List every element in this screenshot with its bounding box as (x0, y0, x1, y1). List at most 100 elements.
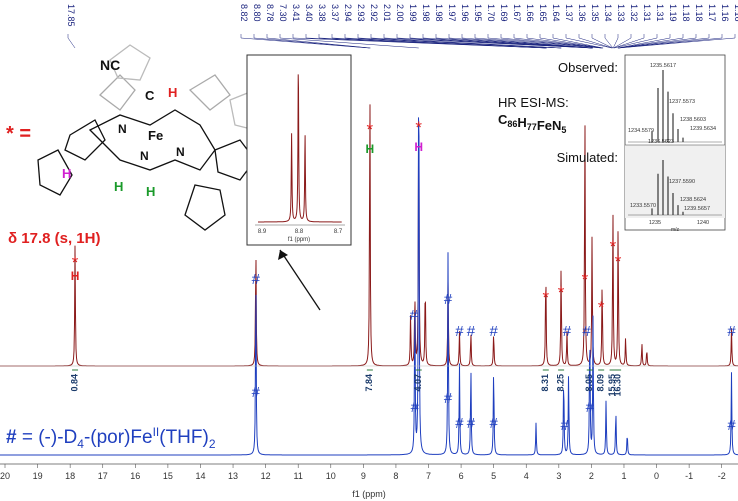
hash-legend-sup: II (153, 425, 160, 439)
zoom-inset-ticks: 8.9 8.8 8.7 (258, 229, 343, 235)
star-marker: * (415, 118, 422, 137)
hash-legend-symbol: # (6, 427, 17, 448)
x-tick-label: 2 (589, 471, 594, 481)
peak-leader-line (618, 34, 736, 49)
hash-marker: # (586, 399, 595, 416)
x-tick-label: 18 (65, 471, 75, 481)
peak-leader-line (618, 34, 723, 49)
peak-list-label: 3.40 (304, 4, 314, 22)
peak-list-label: 3.37 (330, 4, 340, 22)
peak-list-label: 1.70 (486, 4, 496, 22)
ms-simulated-bars (628, 160, 722, 216)
h-label-green-1: H (114, 179, 123, 194)
x-tick-label: 20 (0, 471, 10, 481)
n-label-1: N (118, 122, 127, 136)
x-tick-label: 8 (393, 471, 398, 481)
star-marker: * (367, 120, 374, 139)
zoom-arrow-head (278, 250, 288, 260)
ms-ticks: 1235 1240 (649, 220, 709, 226)
x-tick-label: 16 (130, 471, 140, 481)
x-tick-label: 13 (228, 471, 238, 481)
hash-marker: # (411, 399, 420, 416)
star-marker: * (582, 270, 589, 289)
integral-value: 16.30 (612, 374, 622, 397)
integral-value: 8.09 (596, 374, 606, 392)
peak-list-label: 1.99 (408, 4, 418, 22)
ms-simulated-peak-label: 1233.5570 (630, 203, 656, 209)
hash-marker: # (444, 390, 453, 407)
zoom-inset (246, 54, 352, 246)
hash-marker: # (455, 415, 464, 432)
ms-xlabel: m/z (671, 227, 680, 233)
x-axis-label: f1 (ppm) (352, 489, 386, 499)
peak-list-label: 8.82 (239, 4, 249, 22)
integral-value: 8.05 (584, 374, 594, 392)
formula-element: H (517, 115, 526, 130)
fe-label: Fe (148, 128, 163, 143)
ms-observed-peak-label: 1235.5617 (650, 63, 676, 69)
peak-h-label-red: H (71, 269, 80, 283)
x-tick-label: 10 (326, 471, 336, 481)
ms-tick-label: 1240 (697, 220, 709, 226)
x-tick-label: 6 (459, 471, 464, 481)
x-tick-label: -2 (718, 471, 726, 481)
peak-leader-line (461, 34, 593, 49)
peak-leader-line (578, 34, 613, 49)
peak-list-label: 1.16 (720, 4, 730, 22)
peak-leader-line (591, 34, 613, 49)
peak-leader-line (474, 34, 594, 49)
ms-formula: C86H77FeN5 (498, 112, 566, 135)
peak-leader-line (613, 34, 619, 49)
peak-leader-line (331, 34, 547, 49)
peak-list-label: 1.69 (499, 4, 509, 22)
peak-leader-line (526, 34, 603, 49)
peak-list-label: 1.31 (655, 4, 665, 22)
peak-list-label: 1.65 (538, 4, 548, 22)
star-marker: * (558, 283, 565, 302)
formula-element: N (552, 118, 561, 133)
peak-leader-line (500, 34, 602, 49)
formula-element: C (498, 112, 508, 127)
peak-list-label: 1.32 (629, 4, 639, 22)
hash-legend-sub2: 2 (209, 437, 216, 451)
zoom-arrow (279, 249, 321, 311)
ms-inset (624, 54, 726, 231)
peak-list-label: 1.33 (616, 4, 626, 22)
x-axis-ticks: 20 19 18 17 16 15 14 13 12 11 10 9 8 7 6 5 4 3 2 1 0 -1 -2 (0, 464, 726, 481)
ms-observed-peak-label: 1237.5573 (669, 99, 695, 105)
peak-list-label: 1.16 (733, 4, 738, 22)
star-legend-delta: δ 17.8 (s, 1H) (8, 230, 100, 247)
h-label-red: H (168, 85, 177, 100)
nc-label: NC (100, 57, 120, 73)
star-marker: * (610, 237, 617, 256)
peak-list-label: 1.67 (512, 4, 522, 22)
integral-value: 0.84 (69, 374, 79, 392)
peak-list-label: 2.92 (369, 4, 379, 22)
peak-leader-line (552, 34, 604, 49)
peak-leader-line (604, 34, 614, 49)
peak-leader-line (618, 34, 684, 49)
hash-legend-text: = (-)-D (17, 427, 78, 448)
x-tick-label: 11 (294, 471, 303, 481)
hash-marker: # (444, 291, 453, 308)
x-tick-label: 4 (524, 471, 529, 481)
x-tick-label: 7 (426, 471, 431, 481)
peak-leader-line (370, 34, 562, 49)
peak-list-label: 1.19 (668, 4, 678, 22)
ms-simulated-peak-label: 1237.5590 (669, 179, 695, 185)
peak-leader-line (613, 34, 632, 49)
zoom-tick-label: 8.9 (258, 229, 267, 235)
x-tick-label: 0 (654, 471, 659, 481)
hash-marker: # (563, 323, 572, 340)
star-marker: * (72, 253, 79, 272)
ms-observed-bars (628, 70, 722, 143)
spectrum-blue-trace (0, 117, 738, 456)
peak-leader-line (613, 34, 658, 49)
zoom-inset-xlabel: f1 (ppm) (288, 237, 310, 243)
peak-leader-line (448, 34, 593, 49)
peak-list-label: 1.97 (447, 4, 457, 22)
peak-list: 17.85 8.82 8.80 8.78 7.30 3.41 3.40 3.38 3.37 2.9… (66, 4, 738, 27)
hash-marker: # (489, 415, 498, 432)
hash-marker: # (582, 323, 591, 340)
